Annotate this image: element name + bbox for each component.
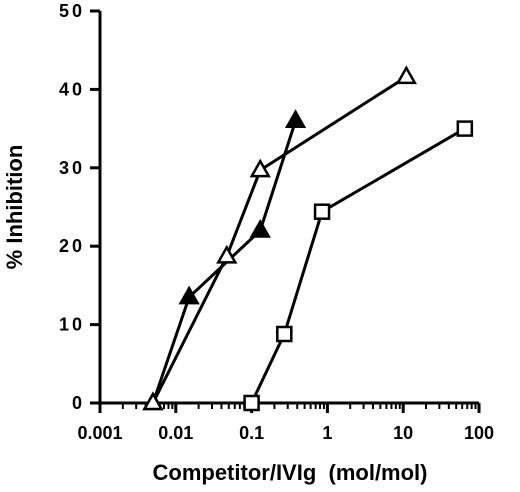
data-point-filled-triangle (249, 218, 271, 238)
y-tick-label: 40 (59, 79, 85, 99)
x-tick-label: 100 (464, 423, 494, 443)
data-point-open-triangle (395, 65, 417, 85)
data-point-open-triangle (216, 244, 238, 264)
data-point-square (243, 394, 260, 412)
series-layer (142, 65, 474, 412)
y-ticks: 0 10 20 30 40 50 (59, 1, 100, 413)
y-tick-label: 0 (72, 393, 85, 413)
series-line (250, 127, 466, 404)
x-tick-label: 0.01 (158, 423, 193, 443)
y-tick-label: 30 (59, 158, 85, 178)
y-tick-label: 50 (59, 1, 85, 21)
data-point-filled-triangle (284, 109, 307, 129)
data-point-filled-triangle (178, 285, 200, 305)
y-tick-label: 20 (59, 236, 85, 256)
x-tick-label: 10 (393, 423, 413, 443)
axes (98, 11, 479, 405)
data-point-open-triangle (249, 158, 271, 178)
y-axis-title: % Inhibition (2, 145, 27, 270)
series-open-square (243, 120, 474, 412)
data-point-square (313, 203, 331, 220)
series-line (151, 120, 297, 404)
x-tick-label: 0.1 (239, 423, 264, 443)
y-tick-label: 10 (59, 315, 85, 335)
series-open-triangle (142, 65, 417, 411)
x-tick-label: 0.001 (77, 423, 122, 443)
x-axis-title: Competitor/IVIg (mol/mol) (153, 460, 428, 485)
data-point-open-triangle (142, 391, 164, 411)
x-tick-label: 1 (322, 423, 332, 443)
data-point-square (276, 325, 293, 343)
series-line (151, 75, 408, 404)
x-ticks: 0.001 0.01 0.1 1 10 100 (77, 403, 494, 443)
data-point-square (456, 120, 474, 137)
